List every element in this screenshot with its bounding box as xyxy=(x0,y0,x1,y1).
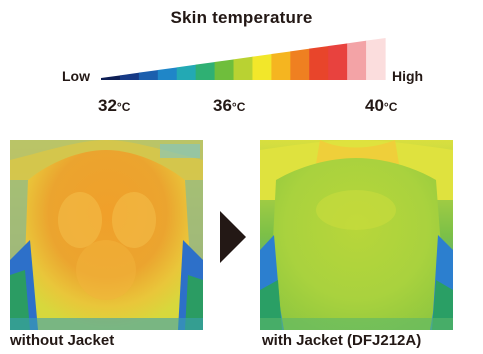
scale-segment xyxy=(252,54,272,80)
thermal-image-with-jacket xyxy=(260,140,453,330)
scale-low-label: Low xyxy=(62,68,90,84)
arrow-right-icon xyxy=(220,211,246,263)
scale-segment xyxy=(309,46,329,80)
temperature-color-scale xyxy=(101,38,386,80)
scale-high-label: High xyxy=(392,68,424,84)
scale-segment xyxy=(195,62,216,80)
scale-tick-36: 36°C xyxy=(213,96,246,115)
thermal-image-without-jacket xyxy=(10,140,203,330)
scale-segment xyxy=(119,72,140,80)
scale-segment xyxy=(233,56,254,80)
scale-segment xyxy=(214,59,235,80)
caption-without-jacket: without Jacket xyxy=(10,332,115,349)
scale-segment xyxy=(328,43,348,80)
scale-title: Skin temperature xyxy=(170,8,313,27)
scale-segment xyxy=(290,48,310,80)
scale-segment xyxy=(157,67,178,80)
scale-segment xyxy=(271,51,291,80)
caption-with-jacket: with Jacket (DFJ212A) xyxy=(262,332,422,349)
scale-tick-32: 32°C xyxy=(98,96,131,115)
scale-segment xyxy=(138,70,159,80)
scale-segment xyxy=(366,38,386,80)
scale-tick-40: 40°C xyxy=(365,96,398,115)
scale-segment xyxy=(176,64,197,80)
scale-segment xyxy=(347,40,367,80)
scale-segment xyxy=(101,75,121,80)
